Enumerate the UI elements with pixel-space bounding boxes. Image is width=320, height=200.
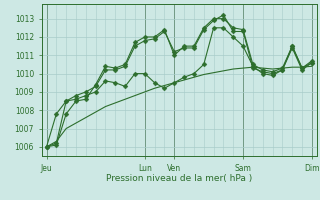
X-axis label: Pression niveau de la mer( hPa ): Pression niveau de la mer( hPa ) [106,174,252,183]
